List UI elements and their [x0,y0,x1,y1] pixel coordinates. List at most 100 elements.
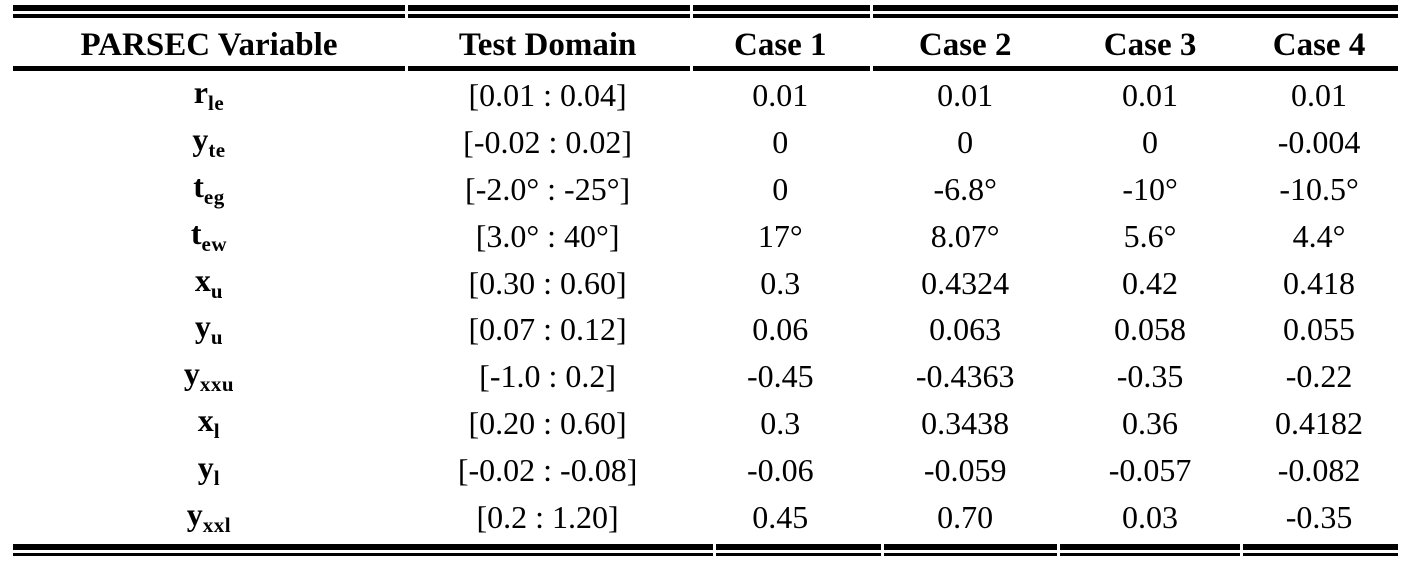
variable-subscript: xxl [202,512,232,537]
rule-break [870,66,873,71]
variable-base: y [183,355,200,392]
cell-variable: xl [13,400,405,447]
cell-case-2: -6.8° [933,170,997,207]
cell-test-domain: [0.20 : 0.60] [468,404,627,441]
cell-case-1: -0.45 [746,358,814,395]
variable-base: x [194,261,211,298]
header-underline-rule [13,66,1398,71]
cell-case-2: 0.70 [937,498,994,535]
variable-subscript: l [213,465,221,490]
cell-test-domain: [-2.0° : -25°] [465,170,631,207]
table-row: yxxu [-1.0 : 0.2] -0.45 -0.4363 -0.35 -0… [13,353,1398,400]
cell-case-2: -0.4363 [915,358,1015,395]
table-row: tew [3.0° : 40°] 17° 8.07° 5.6° 4.4° [13,212,1398,259]
cell-test-domain: [0.07 : 0.12] [468,311,627,348]
cell-test-domain: [0.01 : 0.04] [468,77,627,114]
cell-case-3: -0.35 [1116,358,1184,395]
rule-break [690,5,693,18]
cell-test-domain: [-0.02 : 0.02] [463,124,633,161]
variable-base: y [186,495,203,532]
cell-case-3: 5.6° [1123,217,1177,254]
top-rule-line-1 [13,5,1398,11]
cell-test-domain: [3.0° : 40°] [475,217,620,254]
cell-case-3: 0.01 [1122,77,1179,114]
variable-base: x [197,401,214,438]
cell-case-1: 17° [757,217,803,254]
cell-case-2: 0.063 [929,311,1002,348]
table-row: rle [0.01 : 0.04] 0.01 0.01 0.01 0.01 [13,72,1398,119]
cell-case-1: 0.06 [752,311,809,348]
rule-break [405,5,408,18]
cell-case-4: 4.4° [1292,217,1346,254]
variable-subscript: l [213,418,221,443]
variable-subscript: te [208,138,226,163]
cell-variable: yte [13,119,405,166]
rule-break [1240,544,1243,556]
variable-base: t [193,167,204,204]
variable-base: t [190,214,202,251]
cell-case-4: -10.5° [1279,170,1359,207]
cell-test-domain: [0.2 : 1.20] [476,498,619,535]
cell-test-domain: [0.30 : 0.60] [468,264,627,301]
cell-variable: yu [13,306,405,353]
cell-case-4: -0.004 [1277,124,1361,161]
table-row: yl [-0.02 : -0.08] -0.06 -0.059 -0.057 -… [13,446,1398,493]
variable-subscript: ew [201,231,228,256]
cell-case-4: -0.22 [1285,358,1353,395]
cell-variable: yl [13,446,405,493]
cell-case-3: 0.42 [1122,264,1179,301]
col-header-test-domain: Test Domain [458,26,637,63]
top-double-rule [13,5,1398,18]
cell-case-3: 0 [1142,124,1159,161]
cell-case-1: 0 [772,124,789,161]
col-header-case-3: Case 3 [1103,26,1197,63]
cell-case-3: -10° [1122,170,1178,207]
variable-subscript: u [210,325,224,350]
cell-case-3: 0.058 [1114,311,1187,348]
top-rule-line-2 [13,14,1398,18]
cell-variable: yxxl [13,493,405,540]
table-row: yu [0.07 : 0.12] 0.06 0.063 0.058 0.055 [13,306,1398,353]
rule-break [1057,544,1060,556]
rule-break [870,5,873,18]
col-header-case-1: Case 1 [733,26,827,63]
variable-subscript: eg [203,184,225,209]
bottom-double-rule [13,544,1398,556]
bottom-rule-line-2 [13,553,1398,556]
cell-case-1: 0.01 [752,77,809,114]
cell-test-domain: [-0.02 : -0.08] [457,451,638,488]
header-row: PARSEC Variable Test Domain Case 1 Case … [13,18,1398,72]
cell-case-2: -0.059 [923,451,1007,488]
bottom-rule-line-1 [13,544,1398,550]
cell-case-2: 0 [957,124,974,161]
cell-case-3: 0.36 [1122,404,1179,441]
rule-break [690,66,693,71]
cell-variable: teg [13,166,405,213]
table-row: xu [0.30 : 0.60] 0.3 0.4324 0.42 0.418 [13,259,1398,306]
variable-base: y [192,121,209,158]
cell-variable: tew [13,212,405,259]
col-header-parsec-variable: PARSEC Variable [80,26,338,63]
cell-test-domain: [-1.0 : 0.2] [479,358,617,395]
table-row: teg [-2.0° : -25°] 0 -6.8° -10° -10.5° [13,166,1398,213]
cell-case-2: 8.07° [930,217,1000,254]
table-row: xl [0.20 : 0.60] 0.3 0.3438 0.36 0.4182 [13,400,1398,447]
variable-subscript: u [210,278,224,303]
cell-case-2: 0.4324 [921,264,1010,301]
cell-variable: rle [13,72,405,119]
rule-break [405,66,408,71]
cell-case-4: 0.01 [1291,77,1348,114]
cell-case-1: 0 [772,170,789,207]
variable-base: r [193,74,208,111]
cell-case-4: -0.082 [1277,451,1361,488]
table-row: yxxl [0.2 : 1.20] 0.45 0.70 0.03 -0.35 [13,493,1398,540]
col-header-case-2: Case 2 [918,26,1012,63]
cell-case-3: 0.03 [1122,498,1179,535]
cell-case-3: -0.057 [1108,451,1192,488]
cell-case-1: 0.45 [752,498,809,535]
variable-subscript: le [208,91,225,116]
cell-case-1: -0.06 [746,451,814,488]
parsec-table: PARSEC Variable Test Domain Case 1 Case … [13,18,1398,540]
cell-case-1: 0.3 [760,264,801,301]
